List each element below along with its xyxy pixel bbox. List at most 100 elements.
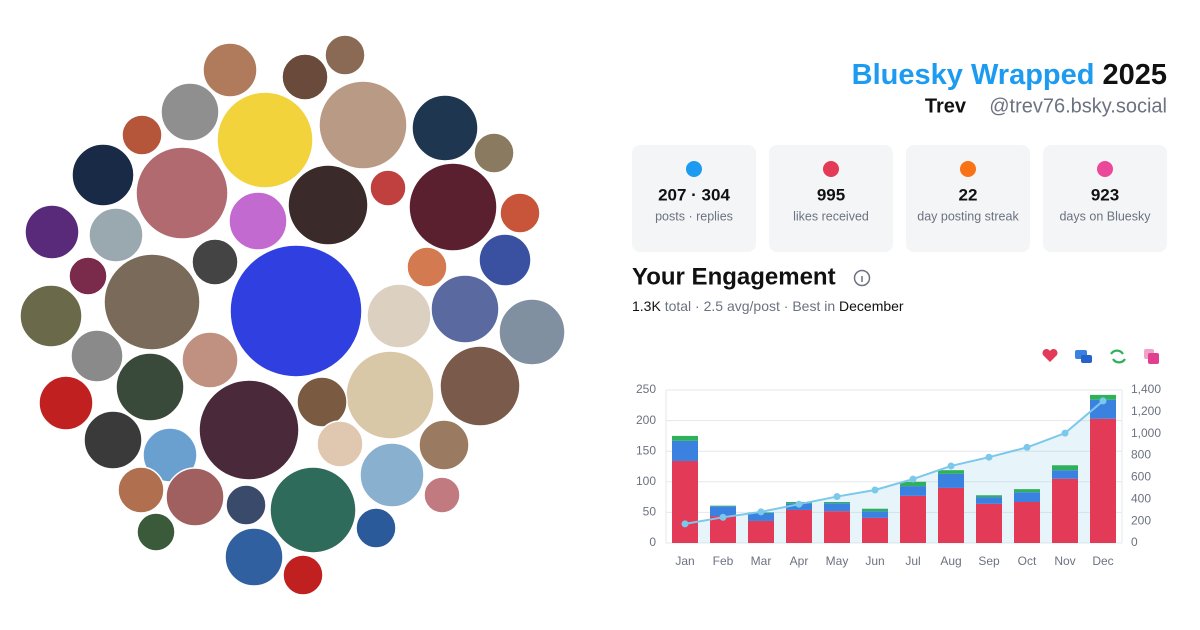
bar-segment <box>938 473 964 488</box>
bar-segment <box>938 487 964 543</box>
legend-quotes-2 <box>1148 353 1159 364</box>
bar-segment <box>672 460 698 543</box>
stat-value: 207 · 304 <box>658 185 730 204</box>
x-tick-label: Aug <box>940 554 961 568</box>
y2-tick-label: 200 <box>1131 513 1151 527</box>
bar-segment <box>862 508 888 512</box>
title: Bluesky Wrapped 2025 <box>852 59 1167 91</box>
avatar <box>418 419 470 471</box>
bar-segment <box>824 501 850 504</box>
avatar <box>160 82 220 142</box>
stat-card <box>1043 145 1167 252</box>
legend <box>1042 348 1159 364</box>
y-tick-label: 200 <box>636 413 656 427</box>
bar-segment <box>862 511 888 518</box>
line-point <box>1061 429 1069 437</box>
x-tick-label: Apr <box>790 554 809 568</box>
avatar <box>473 132 515 174</box>
x-tick-label: Sep <box>978 554 1000 568</box>
avatar <box>316 420 364 468</box>
y-tick-label: 250 <box>636 382 656 396</box>
bar-segment <box>672 440 698 461</box>
avatar <box>366 283 432 349</box>
user-name: Trev <box>925 95 967 117</box>
avatar <box>115 352 185 422</box>
stat-value: 995 <box>817 185 845 204</box>
stat-icon <box>686 161 702 177</box>
legend-likes[interactable] <box>1042 348 1058 362</box>
stat-card <box>906 145 1030 252</box>
x-tick-label: May <box>826 554 849 568</box>
y2-tick-label: 800 <box>1131 448 1151 462</box>
line-point <box>757 508 765 516</box>
bar-segment <box>786 509 812 543</box>
line-point <box>947 462 955 470</box>
stat-label: posts · replies <box>655 209 733 223</box>
stat-card <box>769 145 893 252</box>
avatar <box>191 238 239 286</box>
avatar <box>165 467 225 527</box>
avatar <box>136 512 176 552</box>
avatar <box>439 345 521 427</box>
stat-label: day posting streak <box>917 209 1019 223</box>
cumulative-line <box>684 400 1104 525</box>
y2-tick-label: 400 <box>1131 491 1151 505</box>
bar-segment <box>900 495 926 543</box>
legend-reposts[interactable] <box>1110 349 1126 364</box>
bar-segment <box>900 486 926 496</box>
x-tick-label: Jan <box>675 554 694 568</box>
avatar <box>225 484 267 526</box>
line-point <box>795 500 803 508</box>
y-tick-label: 0 <box>649 535 656 549</box>
avatar <box>282 554 324 596</box>
bar-segment <box>1090 394 1116 400</box>
y-tick-label: 50 <box>643 505 657 519</box>
bar-segment <box>976 495 1002 498</box>
bar-segment <box>1090 418 1116 543</box>
y2-tick-label: 1,400 <box>1131 382 1161 396</box>
avatar <box>71 143 135 207</box>
section-title: Your Engagement <box>632 263 836 290</box>
area <box>685 400 1103 543</box>
stat-label: likes received <box>793 209 869 223</box>
line-point <box>1023 443 1031 451</box>
brand: Bluesky Wrapped <box>852 59 1095 91</box>
avatar <box>198 379 300 481</box>
legend-replies-2 <box>1081 355 1092 363</box>
avatar <box>83 410 143 470</box>
avatar <box>228 191 288 251</box>
avatar <box>202 42 258 98</box>
info-icon[interactable] <box>853 269 871 287</box>
avatar <box>135 146 229 240</box>
summary: 1.3K total · 2.5 avg/post · Best in Dece… <box>632 298 904 314</box>
x-tick-label: Oct <box>1018 554 1037 568</box>
stat-cards: 207 · 304 posts · replies 995 likes receive… <box>632 145 1167 252</box>
total: 1.3K <box>632 298 661 314</box>
avatar <box>287 164 369 246</box>
bar-segment <box>824 503 850 512</box>
bar-segment <box>1014 501 1040 543</box>
bar-segment <box>710 506 736 517</box>
avatar <box>117 466 165 514</box>
stat-icon <box>823 161 839 177</box>
bar-segment <box>1014 492 1040 502</box>
avatar <box>423 476 461 514</box>
engagement-chart: 0 50 100 150 200 250 0 200 400 600 800 1,000 1,200 1,… <box>636 382 1161 568</box>
avatar <box>355 507 397 549</box>
avatar <box>318 80 408 170</box>
avatar <box>38 375 94 431</box>
x-tick-label: Nov <box>1054 554 1075 568</box>
avatar <box>499 192 541 234</box>
bar-segment <box>710 505 736 507</box>
avatar <box>281 53 329 101</box>
bar-segment <box>824 511 850 543</box>
bar-segment <box>748 513 774 521</box>
avatar <box>498 298 566 366</box>
line-point <box>909 475 917 483</box>
avatar <box>408 162 498 252</box>
bar-segment <box>1014 489 1040 493</box>
y2-tick-label: 1,200 <box>1131 404 1161 418</box>
avatar <box>229 244 363 378</box>
x-tick-label: Jul <box>905 554 920 568</box>
